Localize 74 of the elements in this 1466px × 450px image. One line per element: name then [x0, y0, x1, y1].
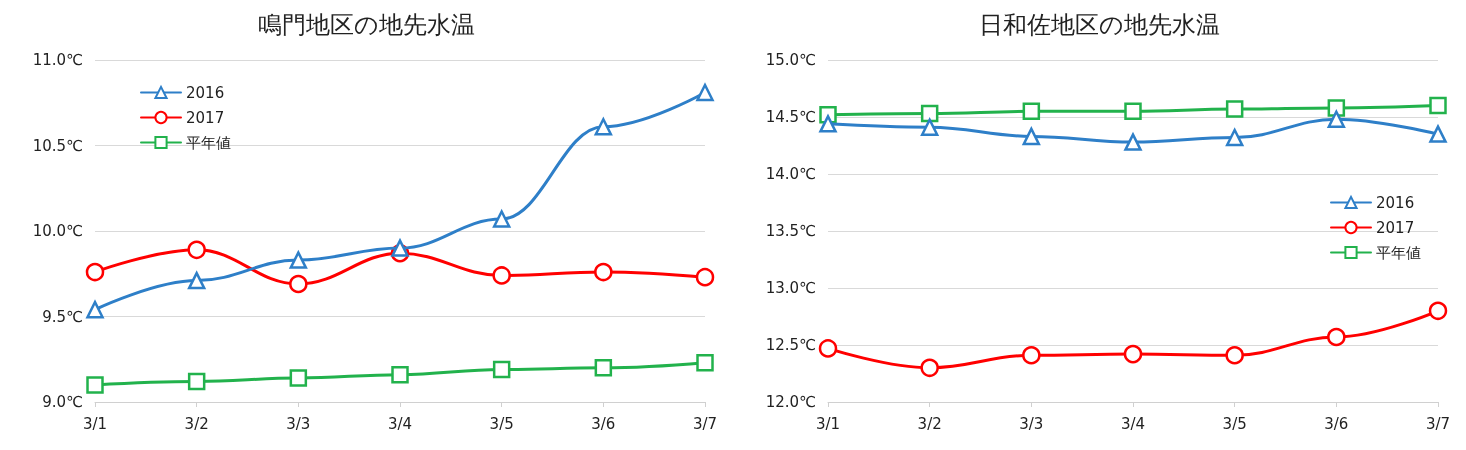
point: [594, 262, 613, 282]
x-tick-label: 3/1: [815, 414, 841, 433]
point: [1327, 99, 1346, 117]
point: [1429, 96, 1447, 115]
point: [1123, 344, 1143, 364]
point: [594, 117, 613, 136]
y-tick-label: 9.5℃: [42, 307, 83, 326]
legend-label: 2017: [1376, 218, 1415, 237]
point: [818, 339, 838, 358]
point: [187, 240, 206, 260]
point: [695, 267, 715, 287]
point: [85, 262, 105, 282]
point: [594, 359, 613, 377]
point: [391, 239, 409, 257]
point: [1124, 133, 1142, 151]
point: [696, 83, 714, 102]
x-tick-label: 3/4: [387, 414, 413, 433]
x-tick-label: 3/5: [489, 414, 514, 433]
y-tick-label: 10.5℃: [32, 136, 83, 155]
point: [1327, 110, 1346, 129]
point: [492, 360, 511, 379]
x-tick-label: 3/5: [1222, 414, 1247, 433]
point: [492, 210, 511, 228]
point: [1124, 102, 1142, 121]
point: [289, 251, 308, 269]
point: [1022, 346, 1041, 365]
y-tick-label: 15.0℃: [765, 51, 816, 69]
x-tick-label: 3/3: [1019, 414, 1044, 433]
chart-title: 日和佐地区の地先水温: [979, 11, 1220, 39]
point: [1327, 327, 1346, 347]
point: [920, 358, 939, 378]
point: [920, 104, 939, 123]
x-tick-label: 3/3: [286, 414, 311, 433]
x-tick-label: 3/7: [1425, 414, 1451, 433]
point: [1428, 301, 1448, 321]
y-tick-label: 12.5℃: [765, 336, 816, 354]
legend-label: 2016: [186, 83, 225, 102]
y-tick-label: 14.5℃: [765, 108, 816, 126]
y-tick-label: 13.0℃: [765, 279, 816, 297]
x-tick-label: 3/1: [82, 414, 108, 433]
point: [289, 274, 308, 294]
point: [492, 266, 511, 285]
x-tick-label: 3/2: [184, 414, 209, 433]
point: [1225, 346, 1244, 365]
legend-label: 平年値: [186, 133, 231, 152]
x-tick-label: 3/6: [591, 414, 616, 433]
point: [187, 372, 206, 391]
point: [391, 365, 409, 384]
point: [86, 376, 104, 394]
legend-label: 2017: [186, 108, 225, 127]
y-tick-label: 9.0℃: [42, 393, 83, 411]
y-tick-label: 14.0℃: [765, 165, 816, 183]
chart-title: 鳴門地区の地先水温: [258, 11, 475, 39]
x-tick-label: 3/4: [1120, 414, 1146, 433]
y-tick-label: 10.0℃: [32, 222, 83, 240]
x-tick-label: 3/7: [692, 414, 718, 433]
legend-label: 2016: [1376, 193, 1415, 212]
y-tick-label: 12.0℃: [765, 393, 816, 411]
point: [696, 353, 714, 372]
point: [289, 369, 308, 387]
x-tick-label: 3/6: [1324, 414, 1349, 433]
point: [86, 300, 104, 319]
point: [819, 115, 837, 133]
point: [1022, 127, 1041, 146]
point: [920, 118, 939, 137]
point: [1429, 125, 1447, 143]
point: [1225, 100, 1244, 118]
point: [1225, 128, 1244, 147]
x-tick-label: 3/2: [917, 414, 942, 433]
legend-label: 平年値: [1376, 243, 1421, 262]
point: [187, 271, 206, 290]
y-tick-label: 11.0℃: [32, 51, 83, 69]
y-tick-label: 13.5℃: [765, 222, 816, 240]
point: [1022, 102, 1041, 121]
